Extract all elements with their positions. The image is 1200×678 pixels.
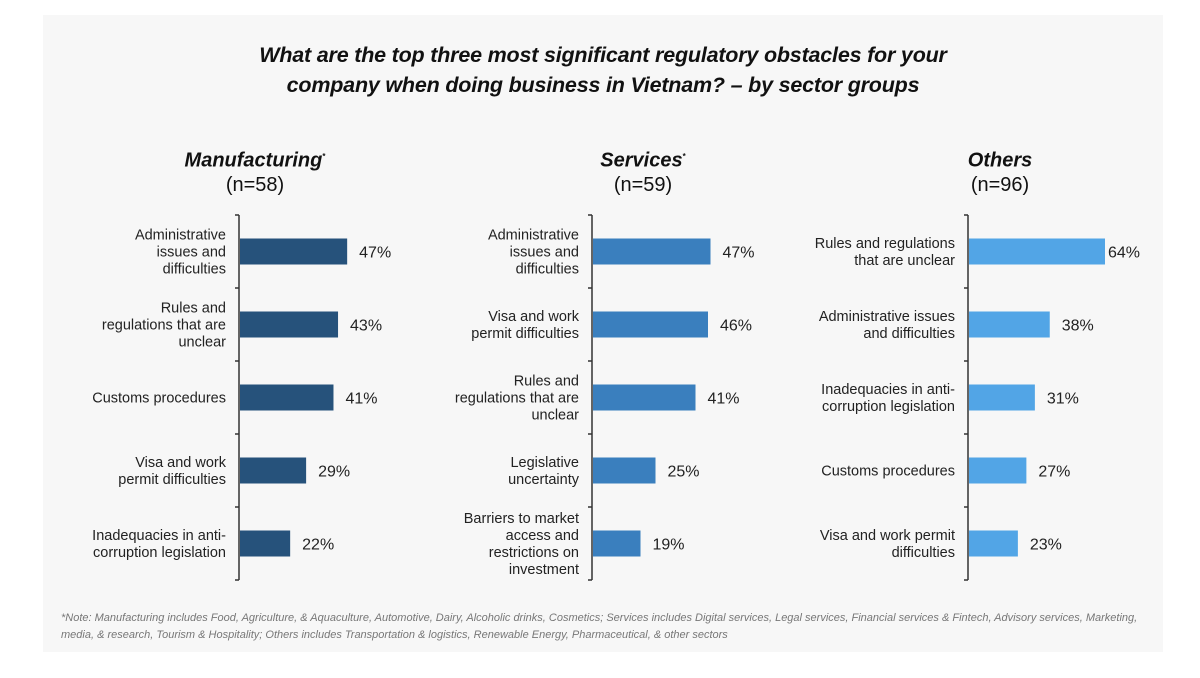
category-label-line: Inadequacies in anti- — [92, 528, 226, 544]
category-label-line: Barriers to market — [464, 511, 579, 527]
value-label: 23% — [1030, 537, 1062, 554]
bar — [593, 530, 641, 557]
bar — [969, 457, 1027, 484]
category-label-line: permit difficulties — [471, 326, 579, 342]
category-label-line: Rules and — [161, 301, 226, 317]
category-label: Inadequacies in anti-corruption legislat… — [92, 528, 226, 561]
value-label: 22% — [302, 537, 334, 554]
panel-manufacturing: 47% Administrative issues and difficulties 4… — [92, 214, 391, 581]
category-label-line: regulations that are — [455, 391, 579, 407]
category-label-line: that are unclear — [854, 253, 955, 269]
bar — [240, 311, 339, 338]
category-label-line: regulations that are — [102, 318, 226, 334]
category-label-line: Visa and work — [135, 455, 227, 471]
bar — [240, 384, 334, 411]
category-label-line: Customs procedures — [92, 391, 226, 407]
category-label: Barriers to market access and restrictions… — [464, 511, 579, 578]
category-label-line: Administrative — [135, 228, 226, 244]
bar — [593, 457, 656, 484]
category-label: Visa and work permit difficulties — [820, 528, 955, 561]
value-label: 46% — [720, 318, 752, 335]
group-header-services: Services* (n=59) — [513, 145, 773, 197]
chart-title: What are the top three most significant … — [43, 40, 1163, 100]
value-label: 38% — [1062, 318, 1094, 335]
category-label: Rules and regulations that are unclear — [455, 374, 579, 424]
category-label-line: Rules and regulations — [815, 236, 955, 252]
panel-others: 64% Rules and regulations that are unclear… — [815, 214, 1140, 581]
bar — [240, 238, 348, 265]
category-label-line: Administrative — [488, 228, 579, 244]
bar — [593, 311, 708, 338]
category-label: Customs procedures — [92, 391, 226, 407]
value-label: 41% — [345, 391, 377, 408]
chart-title-line-2: company when doing business in Vietnam? … — [286, 73, 920, 97]
category-label-line: difficulties — [892, 545, 955, 561]
category-label-line: issues and — [157, 245, 226, 261]
value-label: 25% — [668, 464, 700, 481]
category-label: Legislative uncertainty — [508, 455, 580, 488]
category-label: Administrative issues and difficulties — [135, 228, 226, 278]
value-label: 43% — [350, 318, 382, 335]
category-label: Inadequacies in anti-corruption legislat… — [821, 382, 955, 415]
category-label: Visa and work permit difficulties — [471, 309, 579, 342]
footnote: *Note: Manufacturing includes Food, Agri… — [61, 612, 1138, 641]
asterisk: * — [322, 152, 326, 161]
group-header-manufacturing: Manufacturing* (n=58) — [125, 145, 385, 197]
group-sample-size: (n=59) — [613, 173, 673, 196]
category-label: Rules and regulations that are unclear — [102, 301, 226, 351]
category-label: Administrative issues and difficulties — [488, 228, 579, 278]
group-name: Others — [967, 149, 1033, 172]
category-label-line: Administrative issues — [819, 309, 955, 325]
category-label-line: corruption legislation — [93, 545, 226, 561]
category-label-line: issues and — [510, 245, 579, 261]
group-name: Services — [600, 149, 683, 172]
value-label: 31% — [1047, 391, 1079, 408]
category-label-line: Visa and work permit — [820, 528, 955, 544]
category-label-line: Visa and work — [488, 309, 580, 325]
value-label: 41% — [708, 391, 740, 408]
bar — [240, 530, 291, 557]
category-label-line: access and — [506, 528, 579, 544]
bar — [969, 530, 1018, 557]
category-label-line: unclear — [531, 408, 579, 424]
panel-services: 47% Administrative issues and difficulties 4… — [455, 214, 755, 581]
value-label: 19% — [653, 537, 685, 554]
group-sample-size: (n=58) — [225, 173, 285, 196]
category-label-line: unclear — [178, 335, 226, 351]
asterisk: * — [682, 152, 686, 161]
bar — [593, 384, 696, 411]
value-label: 47% — [359, 245, 391, 262]
value-label: 27% — [1038, 464, 1070, 481]
bar — [593, 238, 711, 265]
value-label: 64% — [1108, 245, 1140, 262]
category-label-line: difficulties — [516, 262, 579, 278]
bar — [969, 238, 1105, 265]
category-label: Customs procedures — [821, 464, 955, 480]
group-name: Manufacturing — [184, 149, 323, 172]
category-label-line: permit difficulties — [118, 472, 226, 488]
category-label-line: and difficulties — [863, 326, 955, 342]
category-label-line: difficulties — [163, 262, 226, 278]
chart-title-line-1: What are the top three most significant … — [259, 43, 947, 67]
bar — [969, 311, 1050, 338]
bar — [240, 457, 307, 484]
group-header-others: Others (n=96) — [870, 145, 1130, 197]
group-sample-size: (n=96) — [970, 173, 1030, 196]
category-label-line: Legislative — [510, 455, 579, 471]
category-label-line: investment — [509, 562, 579, 578]
value-label: 47% — [723, 245, 755, 262]
category-label: Visa and work permit difficulties — [118, 455, 226, 488]
category-label-line: restrictions on — [489, 545, 579, 561]
bar — [969, 384, 1035, 411]
value-label: 29% — [318, 464, 350, 481]
category-label-line: Inadequacies in anti- — [821, 382, 955, 398]
category-label-line: Customs procedures — [821, 464, 955, 480]
category-label: Rules and regulations that are unclear — [815, 236, 955, 269]
category-label: Administrative issues and difficulties — [819, 309, 955, 342]
category-label-line: Rules and — [514, 374, 579, 390]
category-label-line: corruption legislation — [822, 399, 955, 415]
category-label-line: uncertainty — [508, 472, 580, 488]
